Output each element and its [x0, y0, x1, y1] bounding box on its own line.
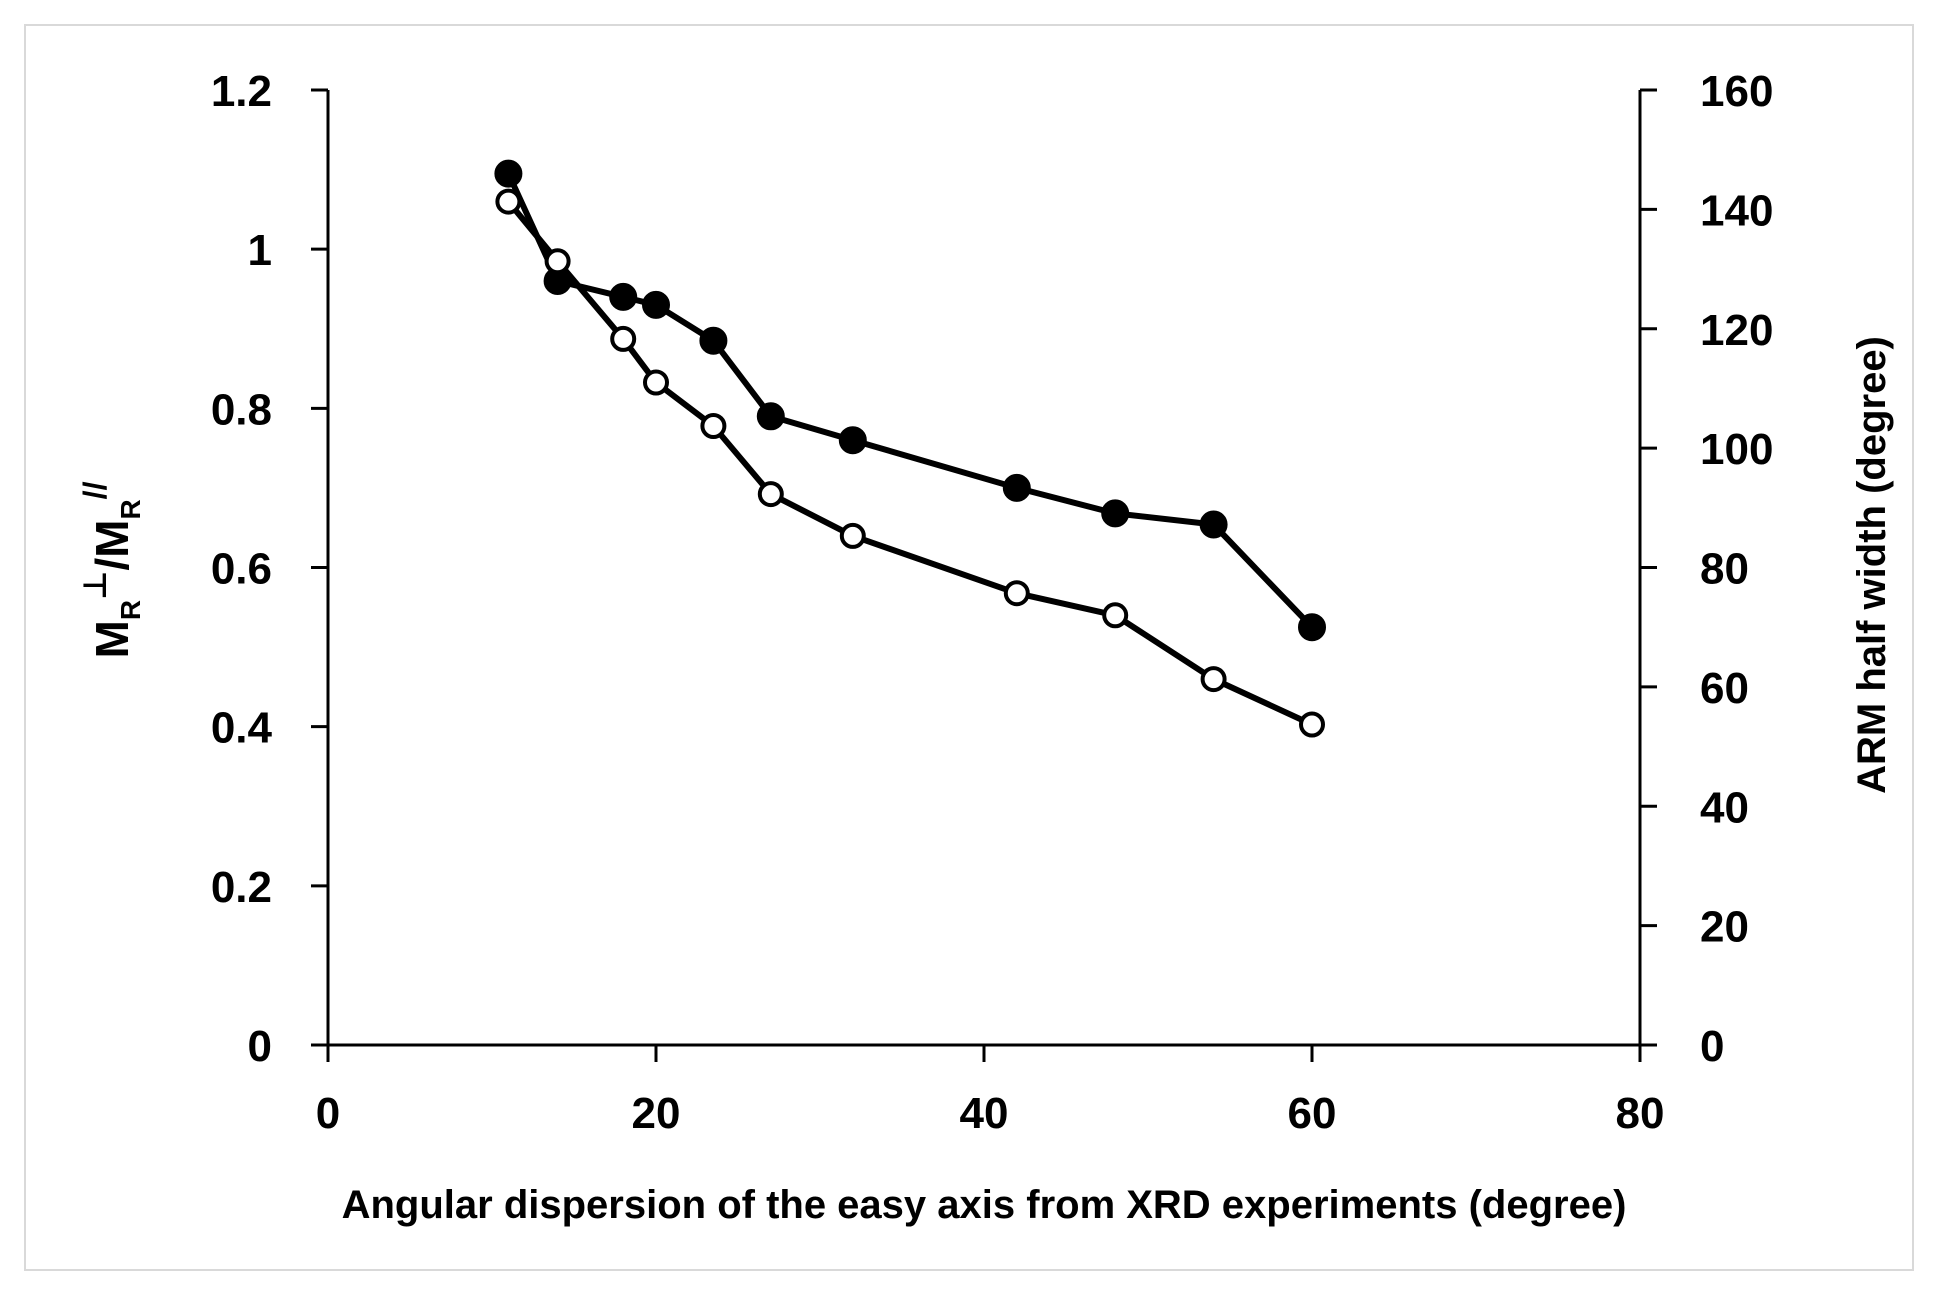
y-tick-label: 0.8 — [211, 385, 272, 434]
x-tick-label: 20 — [632, 1089, 681, 1138]
data-point-open — [1102, 602, 1129, 629]
data-point-open — [495, 188, 522, 215]
data-point-open — [839, 522, 866, 549]
y2-tick-label: 100 — [1700, 425, 1773, 474]
data-point-filled — [642, 290, 670, 319]
data-point-filled — [1002, 473, 1031, 502]
y2-ticks: 0 20 40 60 80 100 120 140 160 — [1640, 67, 1773, 1071]
data-point-open — [643, 369, 669, 396]
data-point-open — [1299, 711, 1325, 738]
x-axis-title: Angular dispersion of the easy axis from… — [342, 1183, 1627, 1227]
series-line-0 — [505, 172, 1315, 630]
y2-tick-label: 120 — [1700, 306, 1773, 355]
ylabel-sub1: R — [115, 600, 146, 620]
y2-axis-title: ARM half width (degree) — [1850, 336, 1894, 794]
y-tick-label: 0.4 — [211, 704, 273, 753]
y2-tick-label: 80 — [1700, 545, 1749, 594]
y2-tick-label: 0 — [1700, 1022, 1724, 1071]
y-tick-label: 1 — [248, 226, 272, 275]
data-point-open — [610, 325, 637, 352]
x-tick-label: 0 — [316, 1089, 340, 1138]
x-tick-label: 60 — [1288, 1089, 1337, 1138]
data-point-filled — [699, 326, 728, 355]
data-point-filled — [1101, 499, 1130, 528]
data-point-filled — [756, 402, 785, 431]
figure-frame — [24, 24, 1914, 1271]
y-axis-title: MR⊥/MR// — [77, 481, 146, 658]
svg-text:MR⊥/MR//: MR⊥/MR// — [77, 481, 146, 658]
data-point-filled — [609, 282, 638, 311]
ylabel-sub2: R — [115, 499, 146, 519]
y2-tick-label: 40 — [1700, 783, 1749, 832]
series-line-1 — [506, 199, 1314, 728]
y2-tick-label: 140 — [1700, 186, 1773, 235]
data-point-filled — [1298, 613, 1326, 642]
data-point-filled — [494, 159, 523, 188]
data-point-filled — [838, 426, 867, 455]
y2-tick-label: 20 — [1700, 903, 1749, 952]
x-ticks: 0 20 40 60 80 — [316, 1045, 1665, 1138]
x-tick-label: 40 — [960, 1089, 1009, 1138]
ylabel-slash: /M — [86, 520, 138, 571]
data-point-filled — [1199, 510, 1228, 539]
y-ticks: 0 0.2 0.4 0.6 0.8 1 1.2 — [211, 67, 328, 1071]
series-points — [494, 159, 1326, 738]
data-point-open — [757, 481, 784, 508]
data-point-open — [1003, 580, 1030, 607]
y-tick-label: 1.2 — [211, 67, 272, 116]
y2-tick-label: 60 — [1700, 664, 1749, 713]
data-point-open — [1200, 666, 1227, 693]
y2-tick-label: 160 — [1700, 67, 1773, 116]
ylabel-sup2: // — [77, 481, 113, 499]
y-tick-label: 0.6 — [211, 545, 272, 594]
y-tick-label: 0.2 — [211, 863, 272, 912]
y-tick-label: 0 — [248, 1022, 272, 1071]
data-point-open — [544, 248, 571, 275]
ylabel-main: M — [86, 620, 138, 658]
x-tick-label: 80 — [1616, 1089, 1665, 1138]
series-lines — [505, 172, 1315, 728]
ylabel-sup1: ⊥ — [77, 571, 113, 600]
data-point-open — [700, 413, 727, 439]
